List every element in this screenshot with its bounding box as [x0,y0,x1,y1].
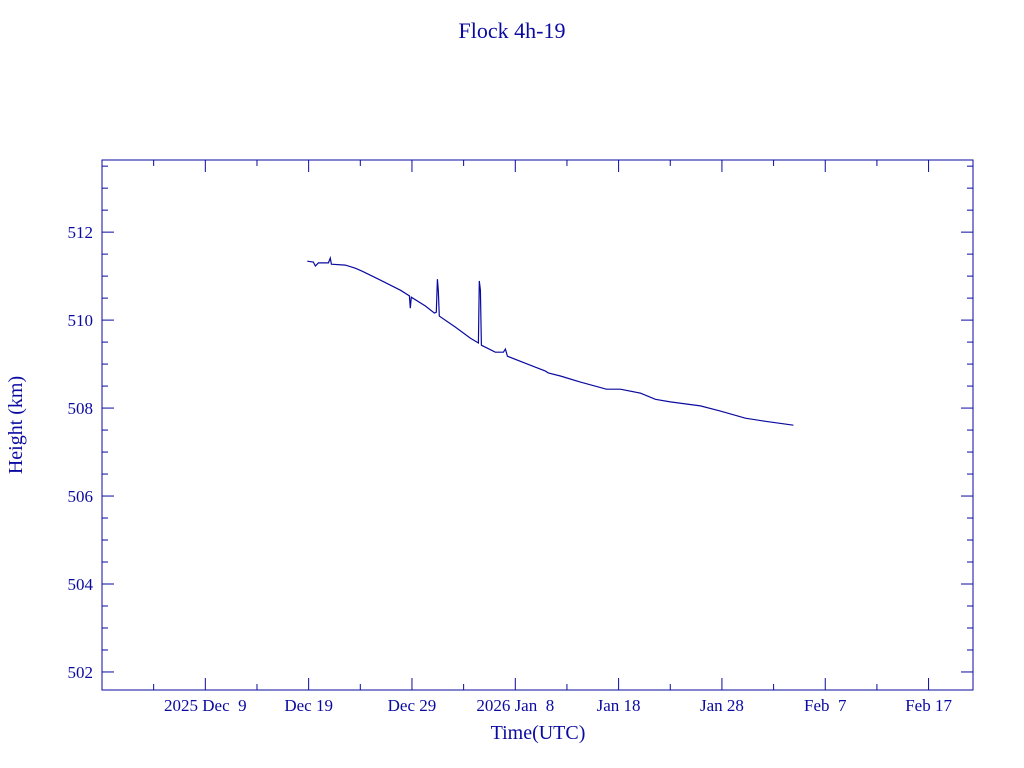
y-tick-label: 502 [68,663,94,682]
y-axis-label: Height (km) [5,376,27,474]
x-tick-label: Jan 28 [700,696,744,715]
axis-ticks [101,160,973,690]
x-tick-label: Feb 17 [905,696,952,715]
chart-title: Flock 4h-19 [459,18,566,43]
x-tick-label: 2026 Jan 8 [476,696,554,715]
y-tick-label: 504 [68,575,94,594]
x-axis-label: Time(UTC) [491,722,586,744]
x-tick-label: Jan 18 [597,696,641,715]
series-line-height [307,255,794,426]
y-tick-label: 508 [68,399,94,418]
y-tick-label: 510 [68,311,94,330]
y-tick-label: 506 [68,487,94,506]
x-tick-label: 2025 Dec 9 [164,696,247,715]
tick-labels: 2025 Dec 9 Dec 19 Dec 29 2026 Jan 8 Jan 18 Ja… [68,223,953,715]
x-tick-label: Feb 7 [804,696,847,715]
plot-frame [101,159,974,691]
x-tick-label: Dec 19 [284,696,333,715]
y-tick-label: 512 [68,223,94,242]
x-tick-label: Dec 29 [388,696,437,715]
